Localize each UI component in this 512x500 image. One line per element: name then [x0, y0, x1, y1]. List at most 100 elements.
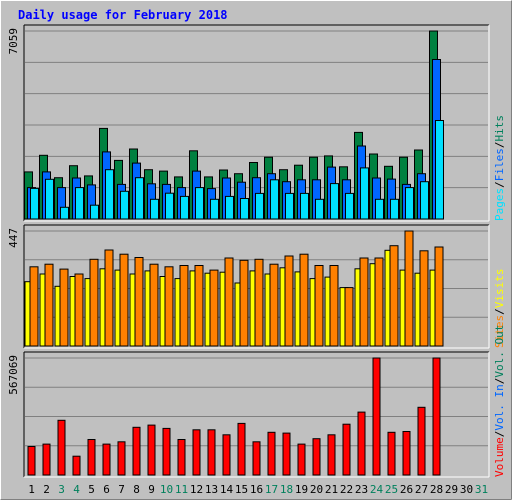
legend-volume: Volume [493, 437, 506, 477]
day-label-13: 13 [205, 483, 218, 496]
bar-sites-day-16 [254, 258, 264, 347]
day-label-10: 10 [160, 483, 173, 496]
day-label-27: 27 [415, 483, 428, 496]
bar-pages-day-13 [210, 198, 219, 220]
bar-pages-day-15 [240, 198, 249, 220]
day-label-21: 21 [325, 483, 338, 496]
bar-pages-day-20 [315, 198, 324, 220]
y-axis-max-label: 7059 [7, 28, 20, 55]
bar-pages-day-4 [75, 187, 84, 220]
bar-volume-day-14 [222, 434, 231, 476]
bar-pages-day-12 [195, 187, 204, 220]
right-legend-group-1: Pages/Files/Hits [493, 115, 506, 221]
day-label-25: 25 [385, 483, 398, 496]
bar-volume-day-4 [72, 455, 81, 476]
bar-pages-day-14 [225, 195, 234, 220]
bar-sites-day-6 [104, 249, 114, 347]
day-label-23: 23 [355, 483, 368, 496]
y-axis-max-label: 567069 [7, 355, 20, 395]
bar-pages-day-7 [120, 190, 129, 220]
bar-pages-day-10 [165, 192, 174, 220]
bar-pages-day-9 [150, 198, 159, 220]
bar-pages-day-8 [135, 177, 144, 220]
bar-sites-day-13 [209, 269, 219, 347]
bar-sites-day-12 [194, 265, 204, 347]
bar-pages-day-16 [255, 192, 264, 220]
chart-panels: 7059 447 567069 [7, 24, 490, 478]
bar-volume-day-26 [402, 431, 411, 476]
bar-pages-day-25 [390, 198, 399, 220]
day-label-30: 30 [460, 483, 473, 496]
panel-hits-files-pages: 7059 [7, 24, 490, 222]
bar-sites-day-3 [59, 268, 69, 347]
bar-sites-day-11 [179, 265, 189, 347]
bar-volume-day-28 [432, 357, 441, 476]
day-label-15: 15 [235, 483, 248, 496]
legend-separator: / [493, 378, 506, 385]
bar-pages-day-1 [30, 187, 39, 220]
bar-sites-day-26 [404, 230, 414, 347]
x-axis-day-labels: 1 2 3 4 5 6 7 8 9 10 11 12 13 14 15 16 17 18 19 20 21 22 23 24 2… [28, 483, 488, 496]
bar-pages-day-27 [420, 181, 429, 220]
bar-volume-day-21 [327, 434, 336, 476]
bar-sites-day-18 [284, 255, 294, 347]
bar-volume-day-22 [342, 423, 351, 476]
day-label-18: 18 [280, 483, 293, 496]
legend-sites: Sites [493, 315, 506, 348]
bar-pages-day-23 [360, 167, 369, 220]
bar-volume-day-3 [57, 419, 66, 476]
day-label-8: 8 [133, 483, 140, 496]
day-label-22: 22 [340, 483, 353, 496]
bar-volume-day-17 [267, 431, 276, 476]
day-label-14: 14 [220, 483, 234, 496]
bar-volume-day-7 [117, 441, 126, 476]
legend-pages: Pages [493, 188, 506, 221]
day-label-20: 20 [310, 483, 323, 496]
bar-volume-day-8 [132, 426, 141, 476]
day-label-26: 26 [400, 483, 413, 496]
bar-volume-day-11 [177, 439, 186, 476]
bar-volume-day-1 [27, 446, 36, 476]
bar-sites-day-17 [269, 263, 279, 347]
bar-sites-day-20 [314, 265, 324, 347]
day-label-2: 2 [43, 483, 50, 496]
legend-separator: / [493, 181, 506, 188]
day-label-11: 11 [175, 483, 188, 496]
day-label-3: 3 [58, 483, 65, 496]
day-label-12: 12 [190, 483, 203, 496]
bar-sites-day-8 [134, 257, 144, 347]
bar-volume-day-23 [357, 411, 366, 476]
right-legend-group-3: Volume/Vol. In/Vol. Out [493, 325, 506, 477]
bar-pages-day-21 [330, 183, 339, 220]
y-axis-max-label: 447 [7, 228, 20, 248]
bar-volume-day-19 [297, 443, 306, 476]
right-axis-legend: Pages/Files/HitsSites/VisitsVolume/Vol. … [493, 115, 506, 477]
panel-visits-sites: 447 [7, 224, 490, 349]
bar-sites-day-2 [44, 263, 54, 347]
day-label-4: 4 [73, 483, 80, 496]
bar-sites-day-25 [389, 245, 399, 347]
bar-volume-day-20 [312, 438, 321, 476]
bar-volume-day-5 [87, 439, 96, 476]
day-label-24: 24 [370, 483, 384, 496]
day-label-17: 17 [265, 483, 278, 496]
day-label-7: 7 [118, 483, 125, 496]
bar-sites-day-21 [329, 265, 339, 347]
day-label-16: 16 [250, 483, 263, 496]
legend-separator: / [493, 431, 506, 438]
bar-pages-day-22 [345, 192, 354, 220]
legend-separator: / [493, 308, 506, 315]
bar-sites-day-14 [224, 257, 234, 347]
bar-pages-day-28 [435, 120, 444, 220]
bar-volume-day-9 [147, 424, 156, 476]
bar-sites-day-10 [164, 266, 174, 347]
day-label-6: 6 [103, 483, 110, 496]
bar-pages-day-24 [375, 198, 384, 220]
bar-sites-day-4 [74, 273, 84, 347]
bar-volume-day-27 [417, 406, 426, 476]
chart-title: Daily usage for February 2018 [18, 8, 228, 22]
bar-volume-day-2 [42, 443, 51, 476]
bar-volume-day-10 [162, 427, 171, 476]
day-label-29: 29 [445, 483, 458, 496]
